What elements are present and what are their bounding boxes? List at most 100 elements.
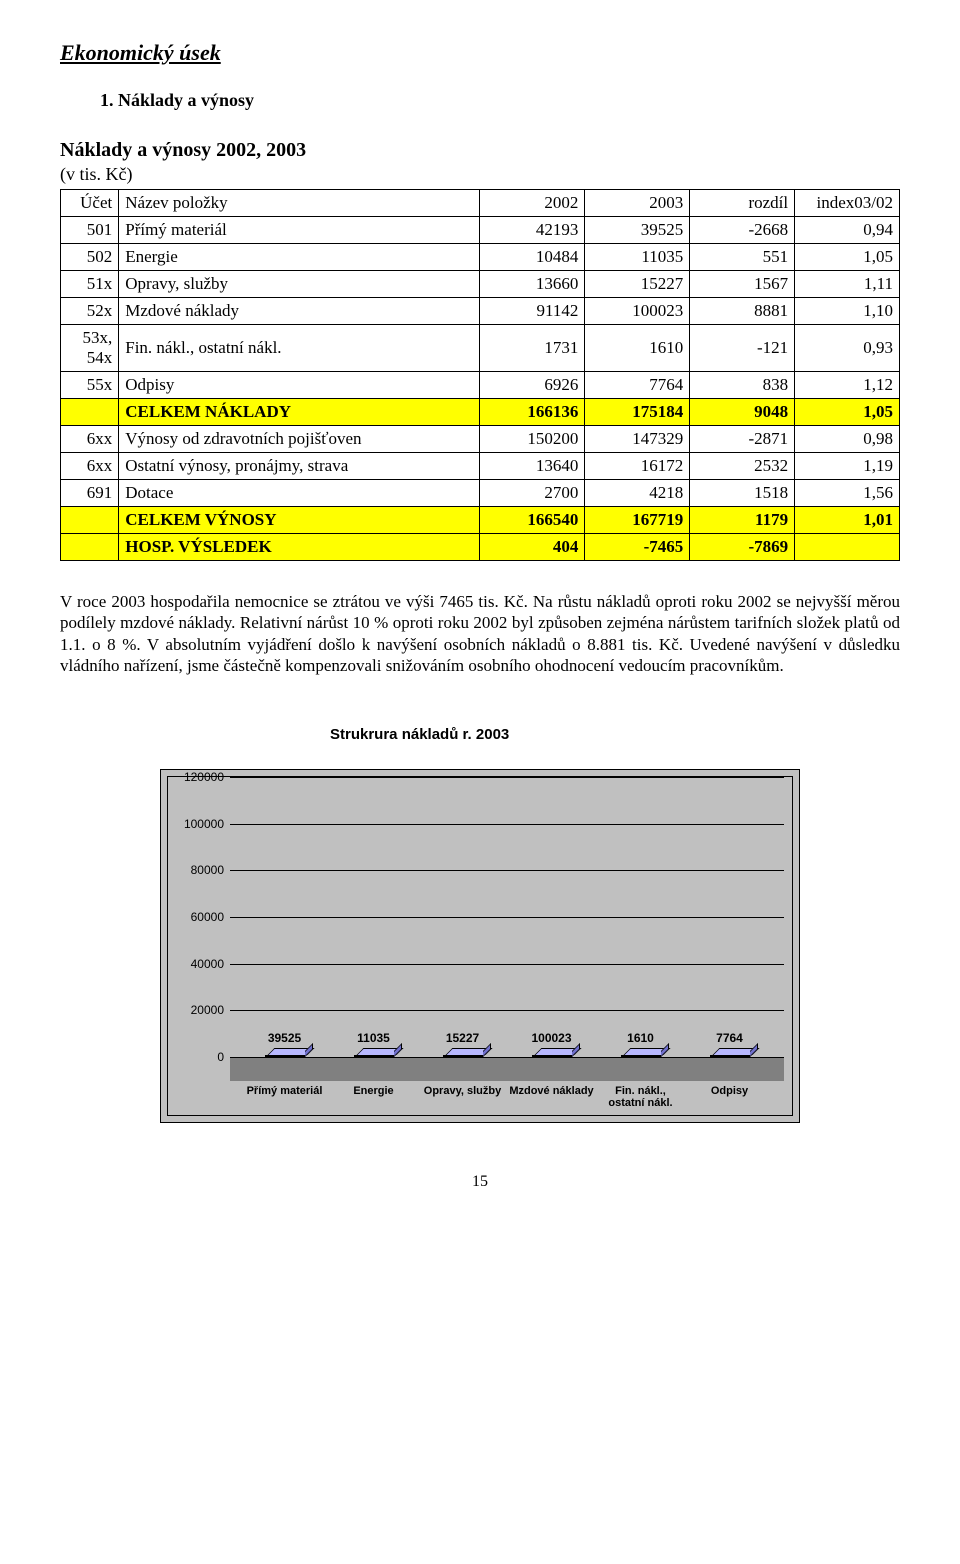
cell-2002: 91142 <box>480 298 585 325</box>
table-row: 51xOpravy, služby136601522715671,11 <box>61 271 900 298</box>
chart-y-tick-label: 0 <box>217 1050 230 1064</box>
table-header-row: Účet Název položky 2002 2003 rozdíl inde… <box>61 190 900 217</box>
table-row: CELKEM NÁKLADY16613617518490481,05 <box>61 399 900 426</box>
chart-bar-value-label: 11035 <box>357 1031 390 1045</box>
cell-ucet: 501 <box>61 217 119 244</box>
cell-2003: -7465 <box>585 534 690 561</box>
col-header-nazev: Název položky <box>119 190 480 217</box>
cell-rozdil: -121 <box>690 325 795 372</box>
cell-rozdil: 1518 <box>690 480 795 507</box>
chart-x-label: Opravy, služby <box>418 1085 507 1109</box>
section-heading: Ekonomický úsek <box>60 40 900 66</box>
cell-2003: 1610 <box>585 325 690 372</box>
chart-y-tick-label: 20000 <box>191 1003 230 1017</box>
cell-rozdil: 2532 <box>690 453 795 480</box>
col-header-index: index03/02 <box>795 190 900 217</box>
chart-floor <box>230 1057 784 1081</box>
cell-rozdil: 1567 <box>690 271 795 298</box>
cell-ucet: 502 <box>61 244 119 271</box>
table-title: Náklady a výnosy 2002, 2003 <box>60 139 900 162</box>
chart-x-label: Mzdové náklady <box>507 1085 596 1109</box>
table-row: HOSP. VÝSLEDEK404-7465-7869 <box>61 534 900 561</box>
table-row: 6xxVýnosy od zdravotních pojišťoven15020… <box>61 426 900 453</box>
cell-2002: 166540 <box>480 507 585 534</box>
cell-ucet: 52x <box>61 298 119 325</box>
cell-rozdil: 9048 <box>690 399 795 426</box>
table-subtitle: (v tis. Kč) <box>60 164 900 185</box>
cell-2002: 166136 <box>480 399 585 426</box>
cell-2003: 147329 <box>585 426 690 453</box>
cell-2002: 2700 <box>480 480 585 507</box>
chart-bar-value-label: 100023 <box>531 1031 571 1045</box>
cell-2002: 42193 <box>480 217 585 244</box>
chart-bar: 7764 <box>710 1055 750 1057</box>
chart-title: Strukrura nákladů r. 2003 <box>330 726 800 743</box>
subsection-heading: 1. Náklady a výnosy <box>100 90 900 111</box>
cell-index: 1,12 <box>795 372 900 399</box>
cell-nazev: Fin. nákl., ostatní nákl. <box>119 325 480 372</box>
chart-x-label: Energie <box>329 1085 418 1109</box>
cell-nazev: CELKEM VÝNOSY <box>119 507 480 534</box>
cell-2002: 10484 <box>480 244 585 271</box>
cell-index: 1,19 <box>795 453 900 480</box>
cell-2003: 100023 <box>585 298 690 325</box>
chart-bar-value-label: 39525 <box>268 1031 301 1045</box>
cell-2002: 150200 <box>480 426 585 453</box>
cell-rozdil: 838 <box>690 372 795 399</box>
cell-index: 0,98 <box>795 426 900 453</box>
cost-structure-chart: Strukrura nákladů r. 2003 02000040000600… <box>160 726 800 1123</box>
cell-2003: 16172 <box>585 453 690 480</box>
cell-ucet <box>61 534 119 561</box>
chart-bar-value-label: 1610 <box>627 1031 654 1045</box>
col-header-2003: 2003 <box>585 190 690 217</box>
col-header-ucet: Účet <box>61 190 119 217</box>
cell-ucet <box>61 399 119 426</box>
table-row: 6xxOstatní výnosy, pronájmy, strava13640… <box>61 453 900 480</box>
body-paragraph: V roce 2003 hospodařila nemocnice se ztr… <box>60 591 900 676</box>
chart-y-tick-label: 100000 <box>184 817 230 831</box>
cell-index: 0,94 <box>795 217 900 244</box>
cell-ucet: 691 <box>61 480 119 507</box>
table-row: 53x, 54xFin. nákl., ostatní nákl.1731161… <box>61 325 900 372</box>
chart-bar-slot: 100023 <box>507 1055 596 1057</box>
cell-nazev: Energie <box>119 244 480 271</box>
cell-2003: 175184 <box>585 399 690 426</box>
cell-rozdil: -2871 <box>690 426 795 453</box>
chart-x-label: Fin. nákl., ostatní nákl. <box>596 1085 685 1109</box>
table-row: 55xOdpisy692677648381,12 <box>61 372 900 399</box>
cell-ucet: 6xx <box>61 426 119 453</box>
table-row: 691Dotace2700421815181,56 <box>61 480 900 507</box>
chart-bar-value-label: 7764 <box>716 1031 743 1045</box>
cell-rozdil: 551 <box>690 244 795 271</box>
chart-bar-value-label: 15227 <box>446 1031 479 1045</box>
cell-nazev: Ostatní výnosy, pronájmy, strava <box>119 453 480 480</box>
cell-index: 1,11 <box>795 271 900 298</box>
cell-ucet: 53x, 54x <box>61 325 119 372</box>
chart-x-label: Přímý materiál <box>240 1085 329 1109</box>
cell-2002: 404 <box>480 534 585 561</box>
col-header-2002: 2002 <box>480 190 585 217</box>
cell-2003: 4218 <box>585 480 690 507</box>
chart-bar-slot: 1610 <box>596 1055 685 1057</box>
cell-index: 1,56 <box>795 480 900 507</box>
chart-bar: 11035 <box>354 1055 394 1057</box>
chart-x-label: Odpisy <box>685 1085 774 1109</box>
table-row: 501Přímý materiál4219339525-26680,94 <box>61 217 900 244</box>
cell-nazev: Výnosy od zdravotních pojišťoven <box>119 426 480 453</box>
cell-2003: 15227 <box>585 271 690 298</box>
chart-y-tick-label: 80000 <box>191 863 230 877</box>
cell-index <box>795 534 900 561</box>
cell-2002: 13640 <box>480 453 585 480</box>
table-row: 52xMzdové náklady9114210002388811,10 <box>61 298 900 325</box>
chart-bar-slot: 11035 <box>329 1055 418 1057</box>
cell-2003: 7764 <box>585 372 690 399</box>
chart-bar: 15227 <box>443 1055 483 1057</box>
cell-nazev: HOSP. VÝSLEDEK <box>119 534 480 561</box>
chart-bar-slot: 7764 <box>685 1055 774 1057</box>
chart-y-tick-label: 60000 <box>191 910 230 924</box>
col-header-rozdil: rozdíl <box>690 190 795 217</box>
cell-nazev: Mzdové náklady <box>119 298 480 325</box>
cell-2002: 6926 <box>480 372 585 399</box>
cell-ucet: 6xx <box>61 453 119 480</box>
cell-2003: 167719 <box>585 507 690 534</box>
